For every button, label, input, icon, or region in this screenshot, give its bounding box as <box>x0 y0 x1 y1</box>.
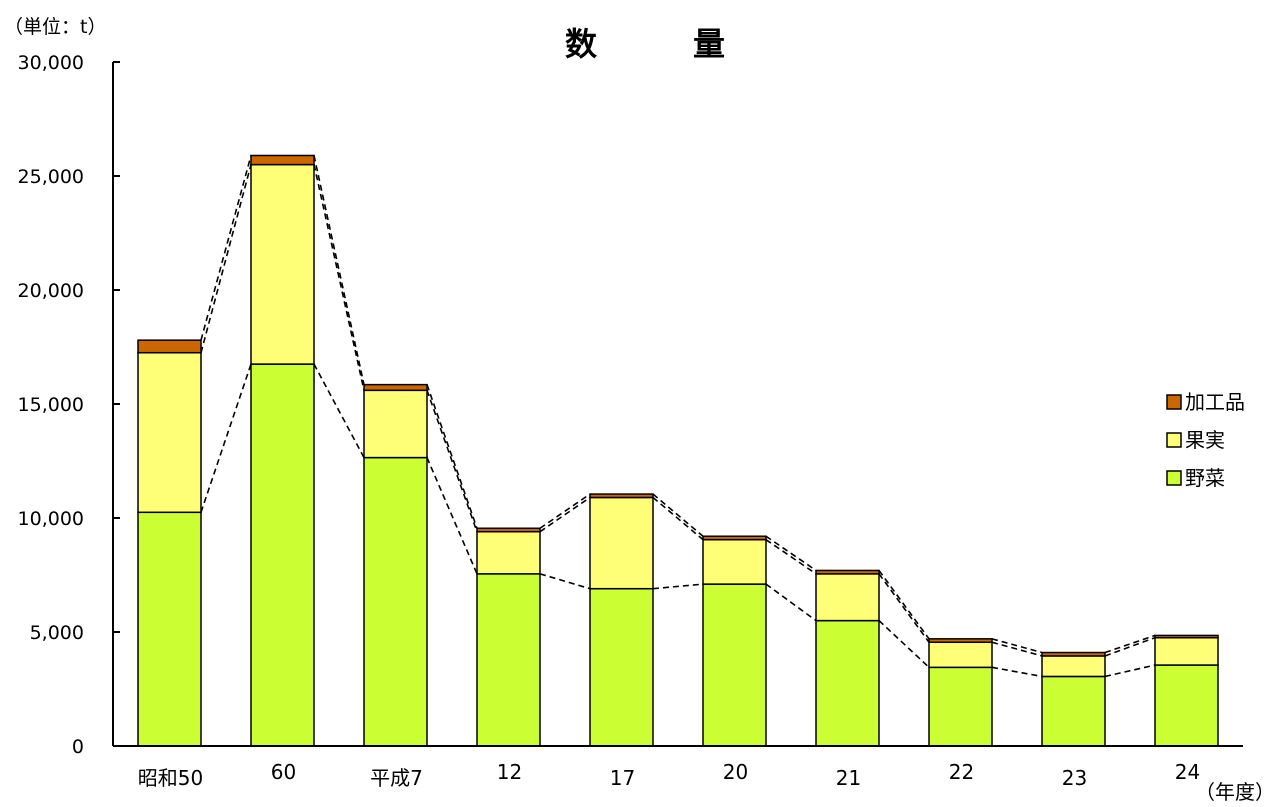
y-tick-label: 25,000 <box>18 166 84 188</box>
connector-加工品-8 <box>1104 634 1156 654</box>
bar-加工品-60 <box>250 154 315 166</box>
bar-野菜-12 <box>476 573 541 747</box>
bar-野菜-昭和50 <box>137 511 202 747</box>
connector-加工品-7 <box>991 638 1043 654</box>
bar-加工品-23 <box>1041 651 1106 657</box>
connector-果実-8 <box>1104 636 1156 657</box>
x-tick-label: 60 <box>271 760 296 784</box>
bars <box>137 154 1219 747</box>
bar-野菜-23 <box>1041 675 1106 747</box>
y-tick-label: 30,000 <box>18 52 84 74</box>
unit-label: （単位：t） <box>4 16 106 38</box>
x-axis-ticks: 昭和50 60 平成7 12 17 20 21 22 23 24 <box>138 760 1200 790</box>
connector-野菜-6 <box>878 620 930 668</box>
connector-加工品-5 <box>765 535 817 572</box>
connector-果実-7 <box>991 641 1043 657</box>
legend-label-加工品: 加工品 <box>1185 390 1245 414</box>
y-axis-ticks: 0 5,000 10,000 15,000 20,000 25,000 30,000 <box>18 52 120 758</box>
connector-果実-2 <box>426 390 478 532</box>
bar-果実-24 <box>1154 636 1219 666</box>
x-tick-label: 12 <box>497 760 522 784</box>
bar-野菜-60 <box>250 363 315 747</box>
legend-swatch-果実 <box>1166 432 1182 448</box>
chart-title: 数 量 <box>565 25 725 63</box>
bar-加工品-20 <box>702 535 767 541</box>
bar-果実-12 <box>476 530 541 575</box>
x-tick-label: 21 <box>836 766 861 790</box>
connector-野菜-1 <box>313 363 365 458</box>
connector-加工品-4 <box>652 493 704 537</box>
connector-果実-6 <box>878 573 930 643</box>
bar-果実-60 <box>250 163 315 365</box>
connector-加工品-6 <box>878 569 930 640</box>
bar-加工品-昭和50 <box>137 339 202 354</box>
connector-野菜-8 <box>1104 664 1156 678</box>
bar-加工品-平成7 <box>363 383 428 392</box>
bar-加工品-12 <box>476 527 541 533</box>
legend-label-果実: 果実 <box>1185 428 1225 452</box>
bar-野菜-22 <box>928 666 993 747</box>
bar-野菜-24 <box>1154 664 1219 747</box>
connector-果実-4 <box>652 496 704 541</box>
connector-野菜-7 <box>991 666 1043 678</box>
bar-野菜-20 <box>702 583 767 747</box>
x-tick-label: 昭和50 <box>138 766 203 790</box>
bar-果実-17 <box>589 496 654 590</box>
y-tick-label: 0 <box>72 736 84 758</box>
connector-加工品-2 <box>426 384 478 529</box>
legend-swatch-加工品 <box>1166 394 1182 410</box>
connector-野菜-0 <box>200 363 252 513</box>
bar-果実-21 <box>815 573 880 622</box>
x-tick-label: 24 <box>1175 760 1200 784</box>
bar-加工品-24 <box>1154 634 1219 639</box>
bar-加工品-22 <box>928 638 993 644</box>
bar-果実-昭和50 <box>137 351 202 514</box>
bar-加工品-17 <box>589 493 654 499</box>
connector-果実-3 <box>539 496 591 533</box>
x-axis-label: （年度） <box>1195 780 1275 804</box>
bar-果実-20 <box>702 538 767 585</box>
connector-加工品-1 <box>313 155 365 385</box>
legend-label-野菜: 野菜 <box>1185 466 1225 490</box>
connector-加工品-0 <box>200 155 252 341</box>
x-tick-label: 平成7 <box>370 766 423 790</box>
bar-野菜-平成7 <box>363 456 428 747</box>
legend-swatch-野菜 <box>1166 470 1182 486</box>
bar-果実-23 <box>1041 655 1106 678</box>
y-tick-label: 5,000 <box>30 622 84 644</box>
x-tick-label: 22 <box>949 760 974 784</box>
x-tick-label: 23 <box>1062 766 1087 790</box>
bar-果実-22 <box>928 641 993 669</box>
y-tick-label: 15,000 <box>18 394 84 416</box>
bar-野菜-21 <box>815 619 880 747</box>
connector-野菜-4 <box>652 583 704 590</box>
x-tick-label: 20 <box>723 760 748 784</box>
x-tick-label: 17 <box>610 766 635 790</box>
connector-果実-0 <box>200 164 252 353</box>
y-tick-label: 10,000 <box>18 508 84 530</box>
bar-加工品-21 <box>815 569 880 575</box>
connector-野菜-5 <box>765 583 817 622</box>
connector-果実-5 <box>765 538 817 575</box>
bar-野菜-17 <box>589 587 654 747</box>
y-tick-label: 20,000 <box>18 280 84 302</box>
connector-lines <box>200 155 1156 678</box>
connector-野菜-3 <box>539 573 591 590</box>
connector-加工品-3 <box>539 493 591 529</box>
connector-果実-1 <box>313 164 365 391</box>
connector-野菜-2 <box>426 457 478 575</box>
bar-果実-平成7 <box>363 389 428 459</box>
